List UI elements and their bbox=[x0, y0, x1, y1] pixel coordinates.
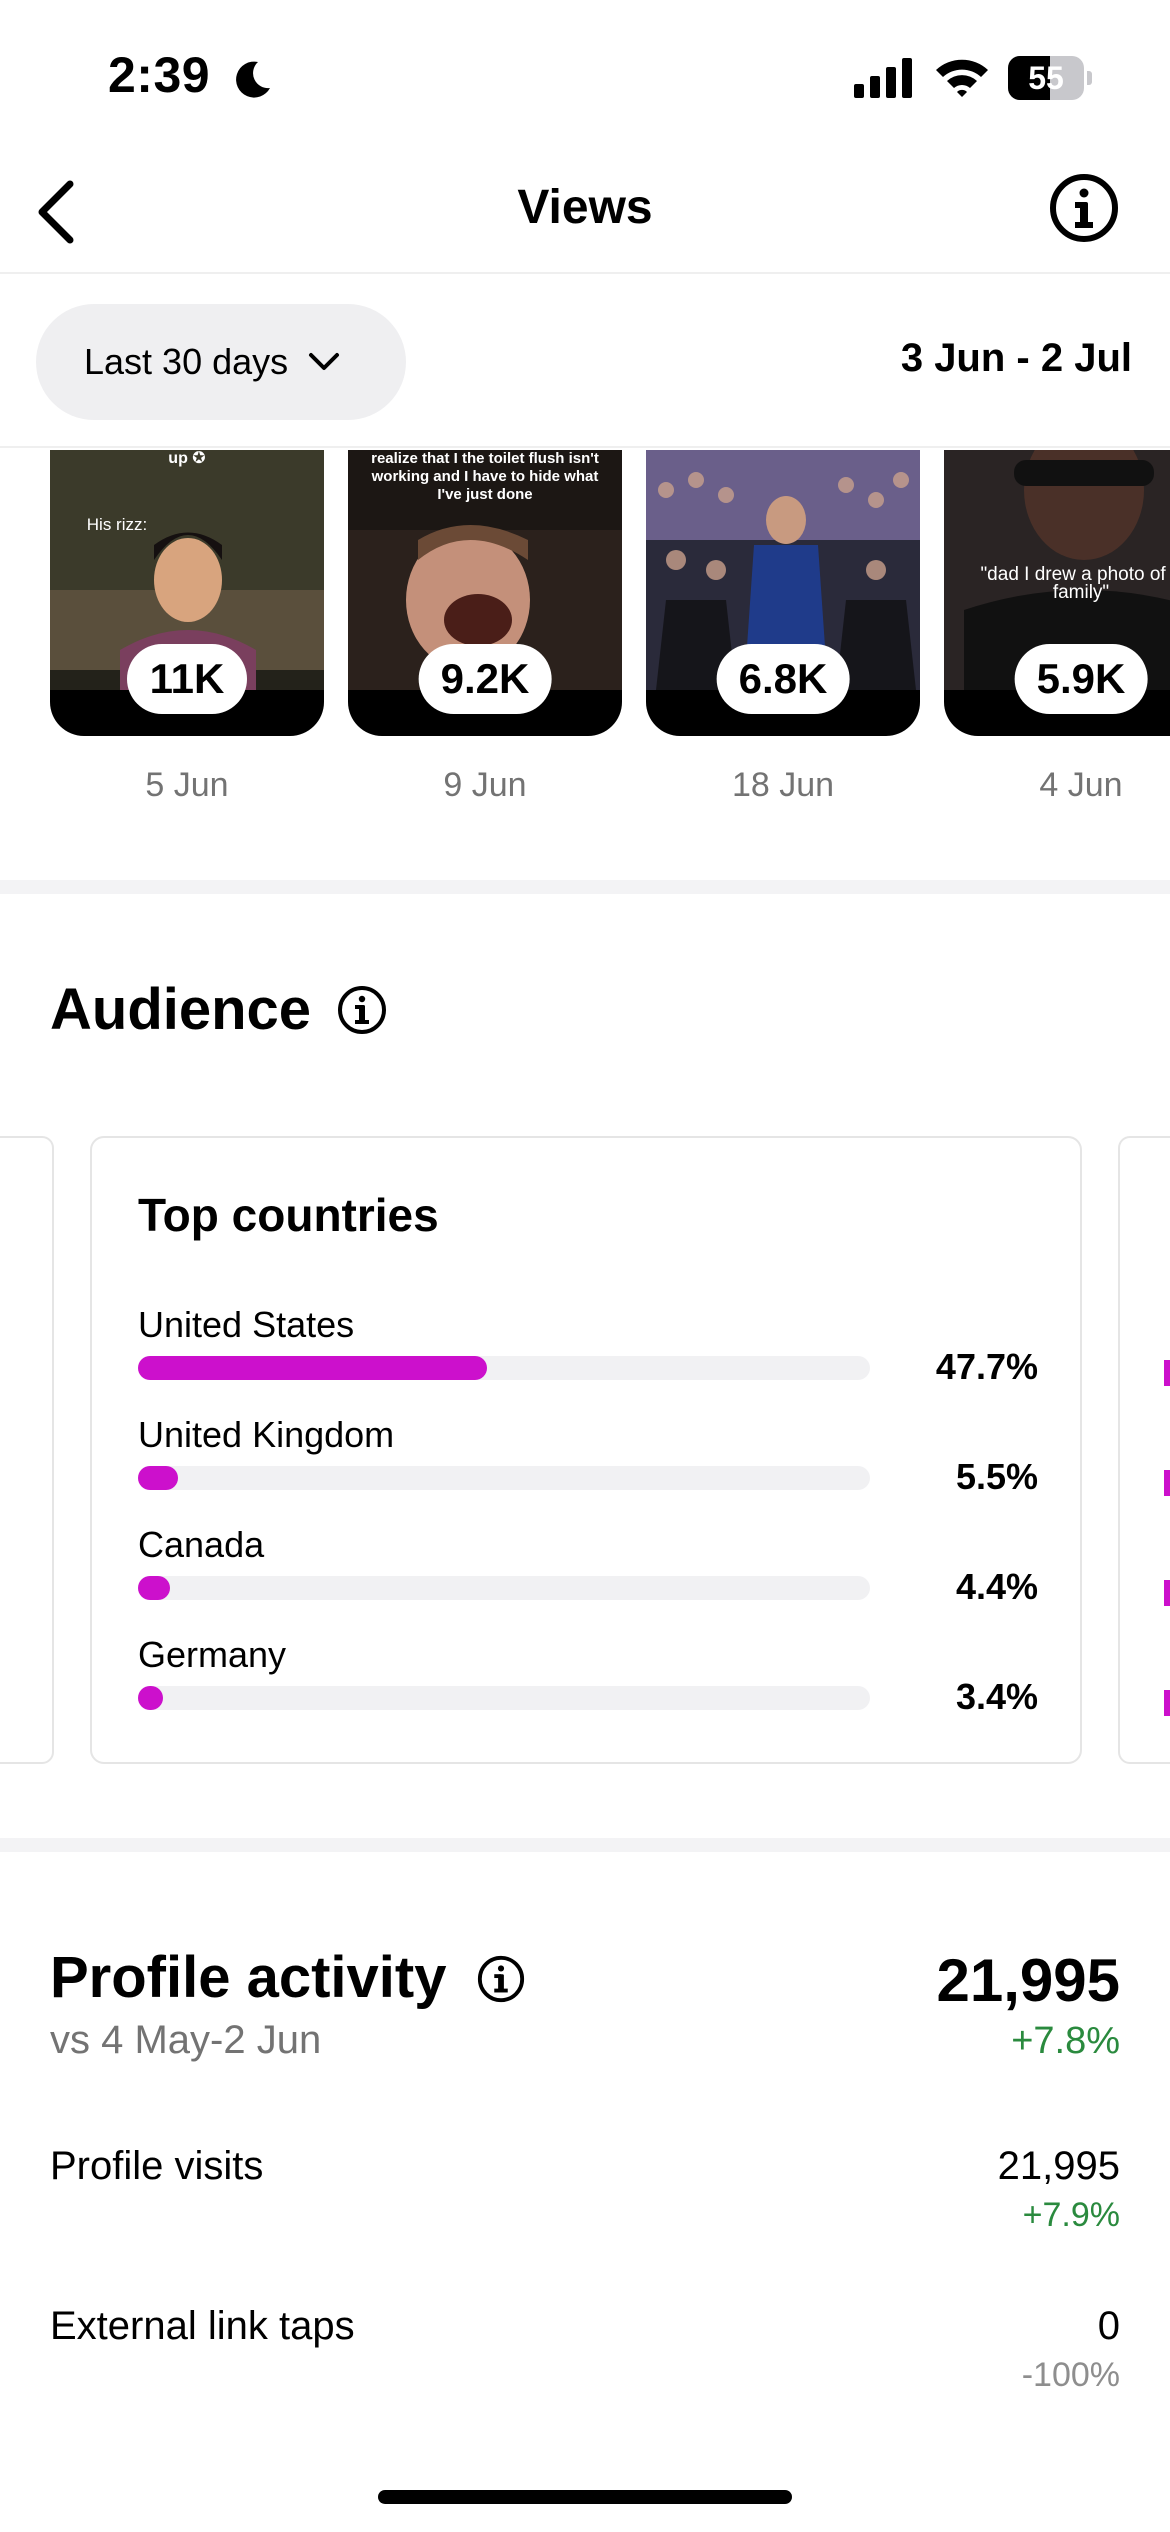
country-bar-track bbox=[138, 1576, 870, 1600]
status-bar: 2:39 55 bbox=[0, 0, 1170, 150]
content-thumbnail[interactable]: up ✪ His rizz: 11K bbox=[50, 450, 324, 736]
country-name: United Kingdom bbox=[138, 1414, 395, 1455]
moon-icon bbox=[236, 61, 270, 98]
country-row: Canada 4.4% bbox=[138, 1524, 1038, 1624]
view-count-badge: 9.2K bbox=[418, 644, 552, 714]
top-countries-card[interactable]: Top countries United States 47.7% United… bbox=[90, 1136, 1082, 1764]
content-thumbnail[interactable]: realize that I the toilet flush isn't wo… bbox=[348, 450, 622, 736]
battery-indicator: 55 bbox=[1008, 56, 1092, 100]
info-icon[interactable] bbox=[1048, 172, 1120, 244]
page-title: Views bbox=[517, 181, 653, 234]
previous-audience-card[interactable] bbox=[0, 1136, 54, 1764]
thumbnail-caption: His rizz: bbox=[86, 515, 148, 534]
thumbnail-date: 5 Jun bbox=[145, 766, 229, 804]
chevron-left-icon bbox=[38, 180, 74, 244]
country-row: Germany 3.4% bbox=[138, 1634, 1038, 1734]
wifi-icon bbox=[936, 59, 988, 97]
thumbnail-date: 4 Jun bbox=[1039, 766, 1123, 804]
filter-row: Last 30 days 3 Jun - 2 Jul bbox=[0, 276, 1170, 448]
metric-label: External link taps bbox=[50, 2304, 355, 2348]
country-name: Canada bbox=[138, 1524, 265, 1565]
country-bar bbox=[138, 1576, 171, 1600]
info-icon[interactable] bbox=[476, 1954, 526, 2004]
thumbnail-caption: realize that I the toilet flush isn't wo… bbox=[371, 450, 599, 503]
thumbnail-date: 18 Jun bbox=[731, 766, 835, 804]
metric-value: 0 bbox=[1097, 2304, 1120, 2348]
content-thumbnail[interactable]: "dad I drew a photo of o family" 5.9K bbox=[944, 450, 1170, 736]
country-bar bbox=[138, 1356, 488, 1380]
period-dropdown[interactable]: Last 30 days bbox=[36, 304, 406, 420]
battery-percentage: 55 bbox=[1028, 60, 1064, 96]
country-name: Germany bbox=[138, 1634, 287, 1675]
date-range: 3 Jun - 2 Jul bbox=[900, 336, 1132, 380]
next-audience-card[interactable] bbox=[1118, 1136, 1170, 1764]
country-percentage: 5.5% bbox=[955, 1456, 1038, 1497]
section-divider bbox=[0, 880, 1170, 894]
info-icon[interactable] bbox=[336, 984, 388, 1036]
video-thumbnail-image bbox=[646, 450, 920, 690]
battery-fill bbox=[1008, 56, 1050, 100]
thumbnail-date: 9 Jun bbox=[443, 766, 527, 804]
back-button[interactable] bbox=[18, 174, 94, 250]
cellular-signal-icon bbox=[854, 58, 912, 98]
view-count-badge: 6.8K bbox=[716, 644, 850, 714]
content-thumbnail[interactable]: 6.8K bbox=[646, 450, 920, 736]
metric-label: Profile visits bbox=[50, 2144, 264, 2188]
country-row: United Kingdom 5.5% bbox=[138, 1414, 1038, 1514]
country-bar bbox=[138, 1686, 163, 1710]
status-time: 2:39 bbox=[108, 47, 211, 103]
home-indicator bbox=[378, 2490, 792, 2504]
country-percentage: 4.4% bbox=[955, 1566, 1038, 1607]
country-bar-track bbox=[138, 1686, 870, 1710]
country-bar-track bbox=[138, 1466, 870, 1490]
thumbnail-caption: "dad I drew a photo of o family" bbox=[980, 564, 1170, 603]
country-bar bbox=[138, 1466, 179, 1490]
metric-value: 21,995 bbox=[997, 2144, 1120, 2188]
chevron-down-icon bbox=[309, 353, 340, 370]
country-percentage: 3.4% bbox=[955, 1676, 1038, 1717]
period-label: Last 30 days bbox=[84, 341, 289, 382]
country-percentage: 47.7% bbox=[935, 1346, 1038, 1387]
section-divider bbox=[0, 1838, 1170, 1852]
top-countries-title: Top countries bbox=[138, 1189, 439, 1241]
metric-change: +7.9% bbox=[1022, 2196, 1120, 2234]
view-count-badge: 11K bbox=[127, 644, 247, 714]
profile-activity-change: +7.8% bbox=[1011, 2020, 1120, 2062]
navigation-bar: Views bbox=[0, 150, 1170, 274]
country-name: United States bbox=[138, 1304, 355, 1345]
country-bar-track bbox=[138, 1356, 870, 1380]
country-row: United States 47.7% bbox=[138, 1304, 1038, 1404]
metric-change: -100% bbox=[1021, 2356, 1120, 2394]
audience-title: Audience bbox=[50, 977, 312, 1042]
video-thumbnail-image bbox=[50, 450, 324, 690]
profile-activity-title: Profile activity bbox=[50, 1945, 447, 2010]
view-count-badge: 5.9K bbox=[1014, 644, 1148, 714]
top-content-carousel: up ✪ His rizz: 11K 5 Jun realize that I … bbox=[0, 450, 1170, 810]
comparison-period: vs 4 May-2 Jun bbox=[50, 2018, 322, 2062]
profile-activity-total: 21,995 bbox=[936, 1947, 1120, 2014]
